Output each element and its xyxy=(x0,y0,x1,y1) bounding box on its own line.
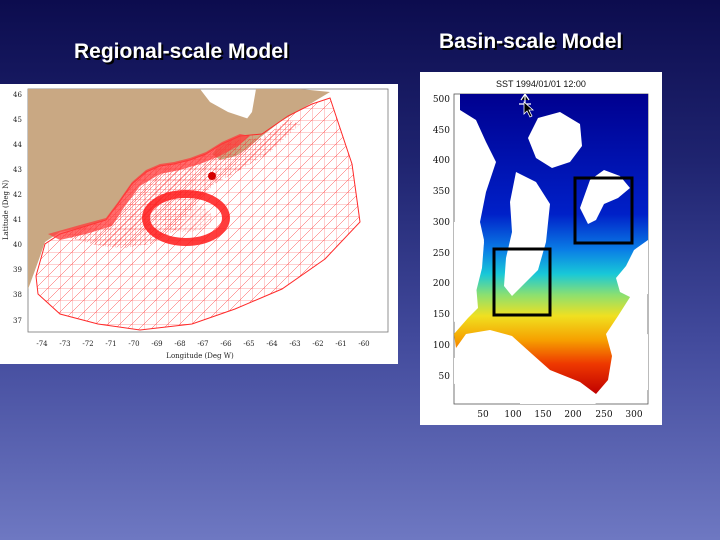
gulf-coast-land xyxy=(454,350,520,384)
regional-model-panel: 46 45 44 43 42 41 40 39 38 37 -74 -73 -7… xyxy=(0,84,398,364)
lat-tick: 46 xyxy=(13,91,22,99)
basin-y-ticks: 500 450 400 350 300 250 200 150 100 50 xyxy=(433,95,450,382)
lon-tick: -70 xyxy=(128,340,139,348)
scandinavia-land xyxy=(580,170,630,224)
lat-tick: 41 xyxy=(13,216,22,224)
x-tick: 300 xyxy=(625,410,642,420)
y-tick: 400 xyxy=(433,156,450,166)
lon-tick: -65 xyxy=(243,340,254,348)
regional-lon-ticks: -74 -73 -72 -71 -70 -69 -68 -67 -66 -65 … xyxy=(36,340,369,348)
basin-scale-title: Basin-scale Model xyxy=(439,30,623,53)
nested-domain-box-west xyxy=(492,247,552,317)
lon-tick: -72 xyxy=(82,340,93,348)
y-tick: 350 xyxy=(433,187,450,197)
georges-bank-ring xyxy=(142,190,230,246)
coastal-dense-band xyxy=(48,134,250,240)
x-tick: 250 xyxy=(595,410,612,420)
regional-y-axis-label: Latitude (Deg N) xyxy=(2,180,10,240)
regional-x-axis-label: Longitude (Deg W) xyxy=(166,352,234,360)
x-tick: 100 xyxy=(504,410,521,420)
y-tick: 500 xyxy=(433,95,450,105)
y-tick: 450 xyxy=(433,126,450,136)
lon-tick: -73 xyxy=(59,340,70,348)
europe-land xyxy=(616,240,648,298)
lon-tick: -68 xyxy=(174,340,185,348)
lon-tick: -69 xyxy=(151,340,162,348)
georges-bank-inner xyxy=(160,204,212,232)
africa-land xyxy=(616,334,648,392)
basin-map-title: SST 1994/01/01 12:00 xyxy=(496,79,586,89)
lat-tick: 42 xyxy=(13,191,22,199)
regional-mesh-map: 46 45 44 43 42 41 40 39 38 37 -74 -73 -7… xyxy=(2,88,389,360)
regional-lat-ticks: 46 45 44 43 42 41 40 39 38 37 xyxy=(13,91,22,325)
move-cursor-icon xyxy=(519,94,535,118)
greenland-land xyxy=(528,112,582,168)
lon-tick: -63 xyxy=(289,340,300,348)
lon-tick: -66 xyxy=(220,340,232,348)
lon-tick: -60 xyxy=(358,340,369,348)
basin-sst-map: SST 1994/01/01 12:00 500 450 xyxy=(433,79,649,420)
basin-x-ticks: 50 100 150 200 250 300 xyxy=(477,410,643,420)
lon-tick: -71 xyxy=(105,340,116,348)
basin-model-panel: SST 1994/01/01 12:00 500 450 xyxy=(420,72,662,425)
lat-tick: 43 xyxy=(13,166,22,174)
north-america-land xyxy=(454,222,484,322)
y-tick: 200 xyxy=(433,279,450,289)
nested-domain-box-east xyxy=(573,176,634,245)
lat-tick: 39 xyxy=(13,266,22,274)
deep-basin-spot xyxy=(208,172,216,180)
lat-tick: 40 xyxy=(13,241,22,249)
y-tick: 100 xyxy=(433,341,450,351)
x-tick: 200 xyxy=(564,410,581,420)
y-tick: 250 xyxy=(433,249,450,259)
lon-tick: -67 xyxy=(197,340,208,348)
lon-tick: -64 xyxy=(266,340,278,348)
lat-tick: 44 xyxy=(13,141,22,149)
x-tick: 150 xyxy=(534,410,551,420)
sst-ocean-field xyxy=(454,94,648,394)
labrador-land xyxy=(504,172,550,296)
y-tick: 150 xyxy=(433,310,450,320)
lon-tick: -74 xyxy=(36,340,48,348)
dense-mesh-region xyxy=(62,120,300,248)
y-tick: 300 xyxy=(433,218,450,228)
x-tick: 50 xyxy=(477,410,489,420)
regional-scale-title: Regional-scale Model xyxy=(74,40,289,63)
lat-tick: 45 xyxy=(13,116,22,124)
south-america-land xyxy=(520,384,596,404)
lat-tick: 37 xyxy=(13,317,22,325)
coastal-land xyxy=(28,89,252,289)
lon-tick: -61 xyxy=(335,340,346,348)
y-tick: 50 xyxy=(439,372,451,382)
lat-tick: 38 xyxy=(13,291,22,299)
lon-tick: -62 xyxy=(312,340,323,348)
